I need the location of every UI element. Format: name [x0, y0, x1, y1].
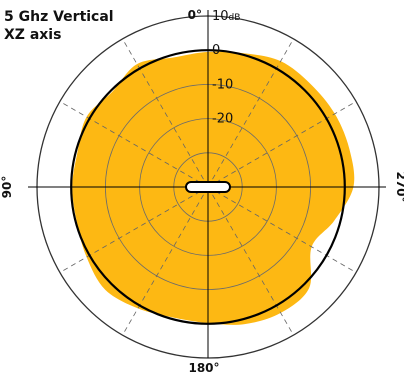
grid-spoke [59, 101, 209, 188]
angle-label: 180° [188, 361, 219, 375]
grid-spoke [122, 38, 209, 188]
antenna-icon [185, 181, 231, 193]
reference-ring [70, 49, 346, 325]
grid-spoke [122, 186, 209, 336]
chart-title-line2: XZ axis [4, 27, 62, 43]
grid-layer [28, 10, 386, 359]
grid-spoke [59, 186, 209, 273]
antenna-body [185, 181, 231, 193]
ring-label-unit: dB [229, 13, 241, 23]
grid-spoke [207, 186, 357, 273]
ring-label: 0 [212, 43, 220, 58]
angle-label: 0° [188, 8, 202, 22]
reference-ring-layer [70, 49, 346, 325]
grid-spoke [207, 38, 294, 188]
label-layer: 10dB 0 -10 -20 0° 90° 180° 270° [0, 8, 404, 375]
angle-label: 90° [0, 176, 14, 199]
grid-spoke [207, 186, 294, 336]
ring-label: -10 [212, 77, 233, 92]
ring-label: 10dB [212, 9, 240, 24]
grid-spoke [207, 101, 357, 188]
ring-label: -20 [212, 112, 233, 127]
chart-title-line1: 5 Ghz Vertical [4, 9, 114, 25]
angle-label: 270° [394, 171, 404, 202]
